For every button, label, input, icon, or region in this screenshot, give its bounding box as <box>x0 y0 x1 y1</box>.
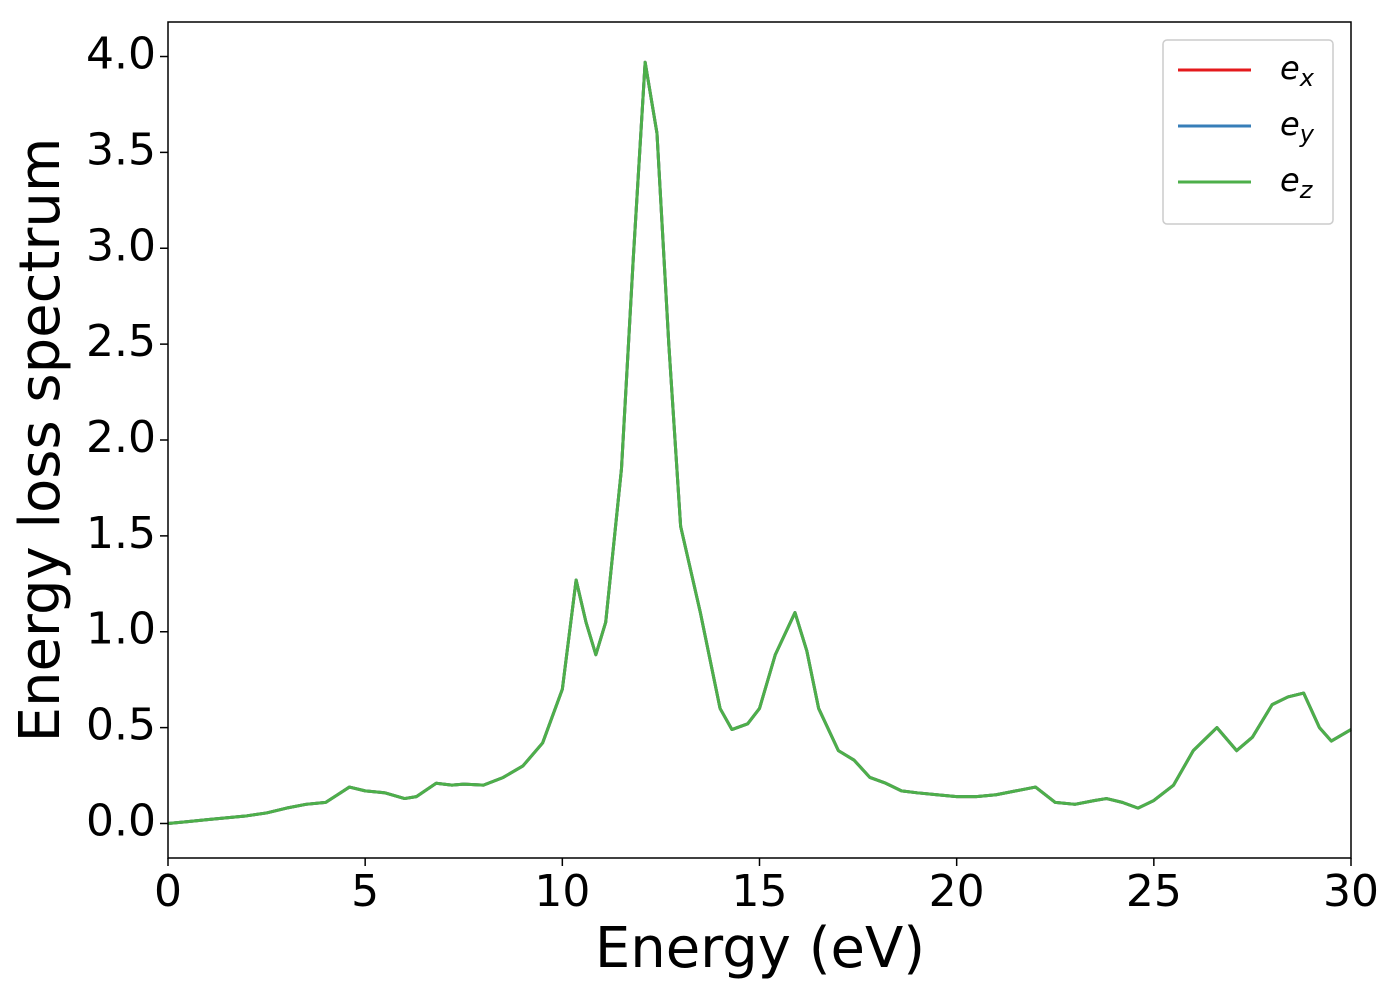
y-tick-label: 3.5 <box>86 124 156 175</box>
legend-label: ey <box>1280 105 1315 148</box>
y-tick-label: 2.0 <box>86 412 156 463</box>
x-tick-label: 30 <box>1323 866 1379 917</box>
data-line <box>167 60 1352 825</box>
y-tick-label: 1.0 <box>86 604 156 655</box>
x-tick-label: 20 <box>929 866 985 917</box>
legend-box <box>1162 39 1334 225</box>
y-axis-label: Energy loss spectrum <box>8 138 73 743</box>
y-tick-label: 1.5 <box>86 508 156 559</box>
legend-label: ex <box>1280 49 1315 92</box>
x-tick-label: 0 <box>154 866 182 917</box>
y-tick-label: 0.0 <box>86 795 156 846</box>
y-tick-label: 2.5 <box>86 316 156 367</box>
x-tick-label: 10 <box>534 866 590 917</box>
x-axis-label: Energy (eV) <box>595 916 925 981</box>
x-tick-label: 25 <box>1126 866 1182 917</box>
legend-label: ez <box>1280 161 1314 204</box>
x-tick-label: 15 <box>732 866 788 917</box>
x-tick-label: 5 <box>351 866 379 917</box>
y-tick-label: 0.5 <box>86 700 156 751</box>
plot-frame <box>167 21 1352 859</box>
y-tick-label: 4.0 <box>86 29 156 80</box>
y-tick-label: 3.0 <box>86 220 156 271</box>
